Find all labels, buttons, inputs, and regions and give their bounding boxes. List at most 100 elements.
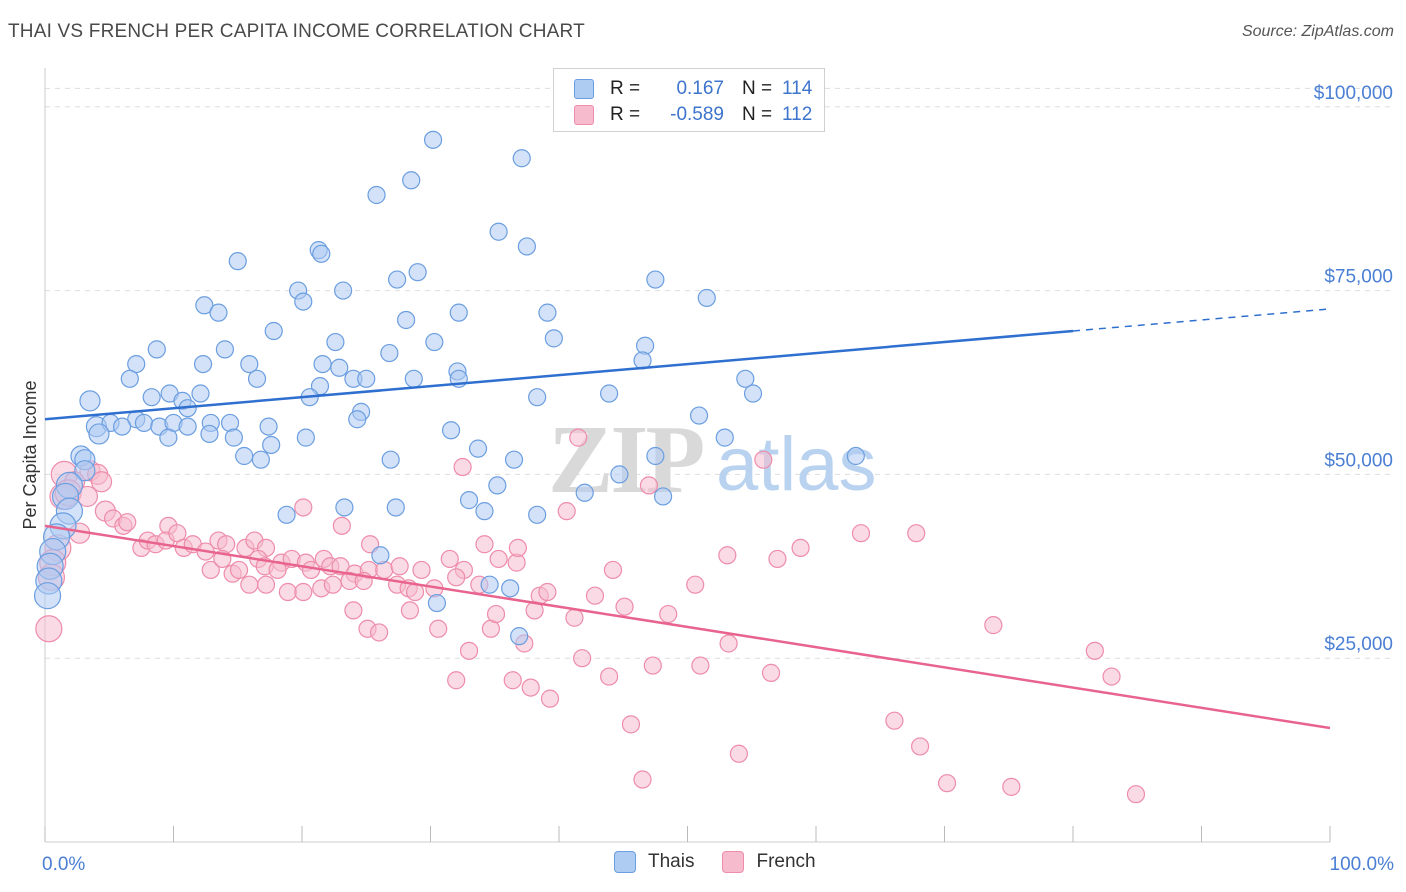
french-point	[600, 667, 619, 686]
french-point	[400, 601, 420, 620]
thais-point	[610, 465, 629, 484]
thais-point	[423, 130, 443, 149]
thais-point	[312, 244, 331, 263]
thais-point	[449, 303, 468, 322]
thais-point	[402, 171, 421, 190]
french-point	[440, 549, 459, 569]
thais-point	[538, 303, 557, 322]
legend-item-thais[interactable]: Thais	[614, 851, 694, 873]
legend-item-french[interactable]: French	[722, 851, 816, 873]
thais-point	[200, 424, 219, 444]
thais-point	[147, 340, 166, 359]
french-point	[475, 535, 494, 554]
thais-trendline	[44, 329, 1074, 421]
thais-point	[79, 390, 101, 412]
thais-point	[743, 384, 763, 403]
thais-r-value: 0.167	[676, 78, 724, 99]
french-point	[1002, 777, 1021, 796]
thais-point	[235, 446, 254, 466]
french-swatch	[574, 105, 594, 125]
thais-point	[387, 270, 407, 289]
french-point	[615, 597, 634, 616]
french-point	[229, 560, 249, 580]
thais-point	[335, 498, 354, 517]
french-n-label: N =	[742, 104, 773, 125]
thais-n-label: N =	[742, 78, 773, 99]
thais-point	[277, 505, 296, 524]
french-point	[294, 582, 313, 602]
thais-point	[326, 332, 345, 352]
french-point	[557, 502, 576, 521]
thais-point	[715, 428, 734, 447]
french-point	[585, 586, 605, 605]
french-point	[691, 656, 710, 675]
thais-point	[112, 417, 132, 436]
french-n-value: 112	[782, 104, 813, 125]
french-point	[1102, 667, 1121, 686]
thais-point	[294, 292, 313, 311]
french-point	[907, 524, 926, 543]
thais-swatch	[574, 79, 594, 99]
french-point	[447, 568, 466, 587]
zipatlas-watermark: ZIP atlas	[548, 406, 877, 514]
french-point	[643, 656, 662, 675]
thais-point	[142, 388, 161, 407]
french-point	[453, 457, 472, 477]
source-label: Source: ZipAtlas.com	[1241, 23, 1394, 40]
french-point	[937, 774, 957, 793]
thais-point	[544, 329, 563, 348]
thais-point	[367, 185, 386, 205]
french-point	[1126, 785, 1146, 804]
french-point	[984, 616, 1003, 635]
thais-point	[228, 252, 247, 271]
thais-point	[510, 627, 529, 646]
french-legend-swatch	[722, 851, 745, 873]
thais-point	[215, 340, 234, 359]
thais-point	[334, 281, 353, 300]
french-point	[768, 549, 787, 569]
french-point	[278, 582, 297, 602]
thais-point	[381, 450, 400, 469]
french-point	[35, 615, 63, 643]
thais-point	[178, 417, 197, 436]
thais-point	[386, 498, 405, 517]
thais-point	[736, 369, 755, 388]
y-tick-label: $100,000	[1314, 83, 1393, 104]
french-point	[621, 715, 641, 734]
legend-row-french: R = -0.589 N = 112	[574, 103, 812, 127]
french-point	[633, 770, 652, 789]
french-point	[729, 744, 749, 763]
french-point	[508, 538, 527, 558]
svg-text:ZIP: ZIP	[548, 406, 704, 514]
thais-point	[697, 288, 716, 308]
thais-trendline-extension	[1072, 308, 1331, 332]
french-point	[565, 608, 584, 627]
french-point	[118, 513, 137, 532]
thais-point	[296, 428, 315, 447]
chart-title: THAI VS FRENCH PER CAPITA INCOME CORRELA…	[8, 21, 585, 42]
axes	[44, 68, 1331, 843]
thais-point	[501, 579, 520, 598]
french-point	[851, 524, 871, 543]
x-tick-label-max: 100.0%	[1330, 854, 1395, 875]
thais-point	[262, 435, 281, 455]
french-point	[429, 619, 448, 638]
french-point	[412, 560, 431, 580]
svg-text:atlas: atlas	[716, 422, 877, 507]
thais-point	[313, 354, 332, 374]
thais-point	[504, 450, 524, 469]
french-legend-label: French	[756, 851, 816, 872]
thais-point	[193, 354, 213, 374]
french-point	[344, 601, 363, 620]
thais-point	[480, 575, 499, 594]
french-point	[603, 560, 623, 580]
thais-point	[240, 354, 259, 374]
french-point	[201, 560, 220, 580]
french-point	[256, 575, 276, 594]
thais-point	[224, 428, 243, 447]
french-point	[569, 428, 588, 447]
y-axis-label: Per Capita Income	[20, 380, 40, 529]
french-point	[447, 671, 466, 690]
thais-point	[88, 423, 110, 445]
